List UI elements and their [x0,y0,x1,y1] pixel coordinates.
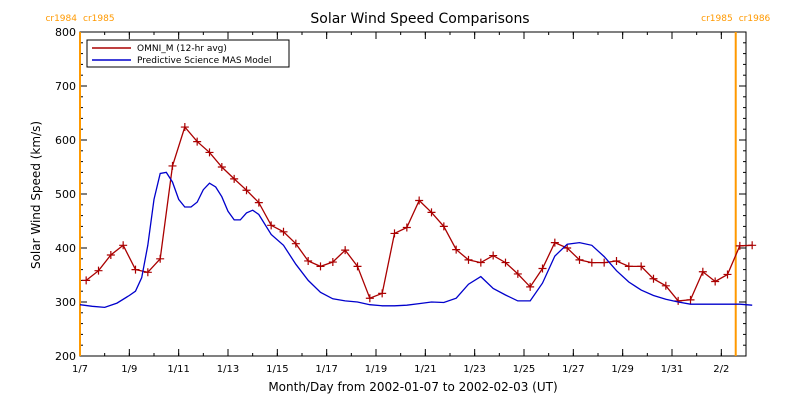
x-tick-label: 2/2 [713,364,729,375]
y-tick-label: 200 [55,350,76,363]
data-point [390,229,399,238]
data-point [328,258,337,267]
data-point [230,174,239,183]
data-point [427,208,436,217]
data-point [353,262,362,271]
legend: OMNI_M (12-hr avg) Predictive Science MA… [86,39,290,68]
data-point [649,274,658,283]
data-point [464,255,473,264]
carrington-label-right: cr1986 [739,14,771,24]
x-tick-label: 1/7 [72,364,88,375]
plot-frame [79,31,747,357]
data-point [94,266,103,275]
series-layer [79,123,757,309]
data-point [415,196,424,205]
data-point [254,198,263,207]
data-point [156,254,165,263]
data-point [698,267,707,276]
data-point [513,269,522,278]
data-point [267,221,276,230]
data-point [193,137,202,146]
data-point [563,244,572,252]
x-tick-label: 1/11 [167,364,189,375]
x-tick-label: 1/17 [315,364,337,375]
data-point [526,282,535,291]
data-point [341,246,350,255]
x-tick-labels: 1/7 1/9 1/11 1/13 1/15 1/17 1/19 1/21 1/23 1/25 1/… [72,364,729,375]
data-point [748,241,757,250]
data-point [501,258,510,267]
data-point [119,241,128,250]
data-point [131,265,140,274]
data-point [106,251,115,260]
data-point [575,255,584,264]
data-point [452,245,461,254]
carrington-label-right: cr1985 [83,14,115,24]
y-tick-label: 400 [55,242,76,255]
data-point [316,262,325,271]
x-tick-label: 1/27 [562,364,584,375]
data-point [723,270,732,279]
data-point [538,264,547,273]
y-tick-label: 300 [55,296,76,309]
data-point [168,161,177,170]
data-point [600,258,609,267]
y-tick-label: 500 [55,188,76,201]
carrington-label-left: cr1985 [701,14,733,24]
x-tick-label: 1/9 [121,364,137,375]
data-point [180,123,189,132]
carrington-label-left: cr1984 [45,14,77,24]
y-tick-label: 800 [55,26,76,39]
data-point [550,238,559,247]
x-tick-label: 1/31 [661,364,683,375]
data-point [242,186,251,195]
data-point [82,276,91,285]
y-tick-labels: 200 300 400 500 600 700 800 [55,26,76,363]
data-point [489,251,498,260]
carrington-rotation-markers: cr1984 cr1985 cr1985 cr1986 [45,14,771,356]
data-point [587,258,596,267]
x-tick-label: 1/13 [217,364,239,375]
data-point [661,281,670,290]
x-tick-label: 1/15 [266,364,288,375]
data-point [402,223,411,232]
data-point [711,277,720,286]
x-tick-label: 1/23 [463,364,485,375]
axis-ticks [79,31,747,357]
data-point [612,256,621,265]
data-point [735,241,744,250]
data-point [637,262,646,271]
data-point [205,148,214,157]
data-point [476,258,485,267]
series-line-mas [79,171,753,309]
x-tick-label: 1/25 [513,364,535,375]
data-point [217,163,226,171]
legend-box [86,39,290,68]
data-point [439,222,448,231]
data-point [291,239,300,248]
series-line-omni [85,125,753,302]
data-point [686,295,695,304]
data-point [365,294,374,303]
x-tick-label: 1/21 [414,364,436,375]
data-point [304,256,313,265]
data-point [143,268,152,277]
data-point [624,262,633,271]
legend-label-omni: OMNI_M (12-hr avg) [137,44,227,54]
y-axis-label: Solar Wind Speed (km/s) [29,121,43,269]
data-point [378,289,387,298]
x-axis-label: Month/Day from 2002-01-07 to 2002-02-03 … [268,380,557,394]
y-tick-label: 700 [55,80,76,93]
x-tick-label: 1/19 [365,364,387,375]
legend-label-mas: Predictive Science MAS Model [137,56,272,66]
chart-title: Solar Wind Speed Comparisons [310,11,529,27]
x-tick-label: 1/29 [611,364,633,375]
data-point [279,227,288,236]
y-tick-label: 600 [55,134,76,147]
